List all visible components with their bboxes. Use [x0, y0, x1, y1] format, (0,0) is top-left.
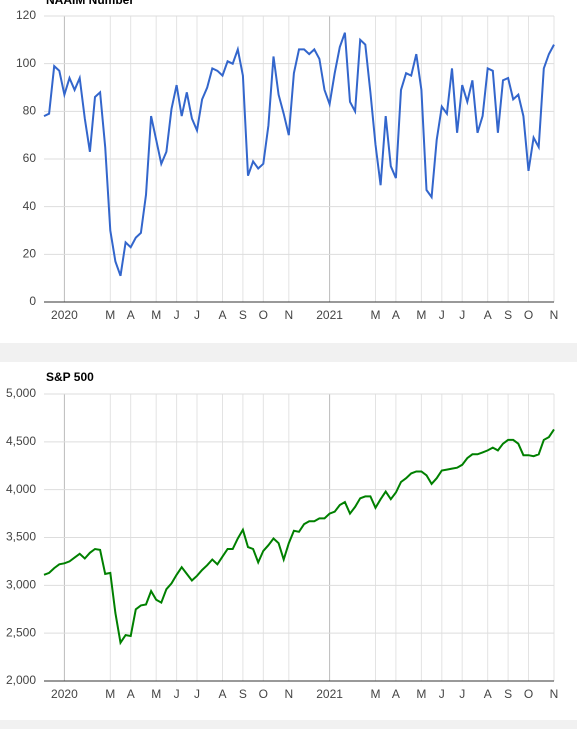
x-tick-label: A — [218, 308, 226, 322]
x-tick-label: O — [524, 308, 533, 322]
x-tick-label: S — [504, 308, 512, 322]
x-tick-label: A — [484, 308, 492, 322]
x-tick-label: M — [151, 687, 161, 701]
x-tick-label: A — [392, 687, 400, 701]
y-tick-label: 4,000 — [6, 482, 36, 496]
x-tick-label: N — [284, 687, 293, 701]
x-tick-label: N — [284, 308, 293, 322]
y-tick-label: 3,500 — [6, 530, 36, 544]
y-tick-label: 2,500 — [6, 625, 36, 639]
separator — [0, 720, 577, 729]
y-tick-label: 40 — [23, 199, 37, 213]
x-tick-label: O — [524, 687, 533, 701]
x-tick-label: M — [105, 687, 115, 701]
x-tick-label: J — [194, 687, 200, 701]
data-line — [43, 32, 555, 277]
x-tick-label: M — [151, 308, 161, 322]
y-tick-label: 80 — [23, 104, 37, 118]
separator — [0, 343, 577, 362]
x-tick-label: S — [239, 687, 247, 701]
y-tick-label: 5,000 — [6, 386, 36, 400]
x-tick-label: N — [550, 308, 559, 322]
x-tick-label: M — [371, 308, 381, 322]
x-tick-label: 2021 — [316, 687, 343, 701]
x-tick-label: M — [416, 308, 426, 322]
data-line — [43, 428, 555, 646]
x-tick-label: M — [371, 687, 381, 701]
x-tick-label: M — [416, 687, 426, 701]
x-tick-label: J — [459, 308, 465, 322]
x-tick-label: S — [504, 687, 512, 701]
y-tick-label: 20 — [23, 247, 37, 261]
y-tick-label: 4,500 — [6, 434, 36, 448]
x-tick-label: J — [459, 687, 465, 701]
y-tick-label: 2,000 — [6, 673, 36, 687]
x-tick-label: J — [174, 308, 180, 322]
x-tick-label: O — [259, 687, 268, 701]
y-tick-label: 120 — [16, 8, 36, 22]
x-tick-label: A — [392, 308, 400, 322]
x-tick-label: A — [484, 687, 492, 701]
y-tick-label: 0 — [29, 294, 36, 308]
x-tick-label: A — [218, 687, 226, 701]
x-tick-label: 2020 — [51, 687, 78, 701]
x-tick-label: J — [174, 687, 180, 701]
chart-title: NAAIM Number — [46, 0, 134, 7]
x-tick-label: A — [127, 308, 135, 322]
x-tick-label: J — [439, 308, 445, 322]
x-tick-label: O — [259, 308, 268, 322]
y-tick-label: 60 — [23, 151, 37, 165]
y-tick-label: 3,000 — [6, 578, 36, 592]
x-tick-label: S — [239, 308, 247, 322]
x-tick-label: M — [105, 308, 115, 322]
x-tick-label: J — [194, 308, 200, 322]
x-tick-label: N — [550, 687, 559, 701]
y-tick-label: 100 — [16, 56, 36, 70]
chart-title: S&P 500 — [46, 370, 94, 384]
x-tick-label: 2020 — [51, 308, 78, 322]
x-tick-label: 2021 — [316, 308, 343, 322]
x-tick-label: A — [127, 687, 135, 701]
x-tick-label: J — [439, 687, 445, 701]
